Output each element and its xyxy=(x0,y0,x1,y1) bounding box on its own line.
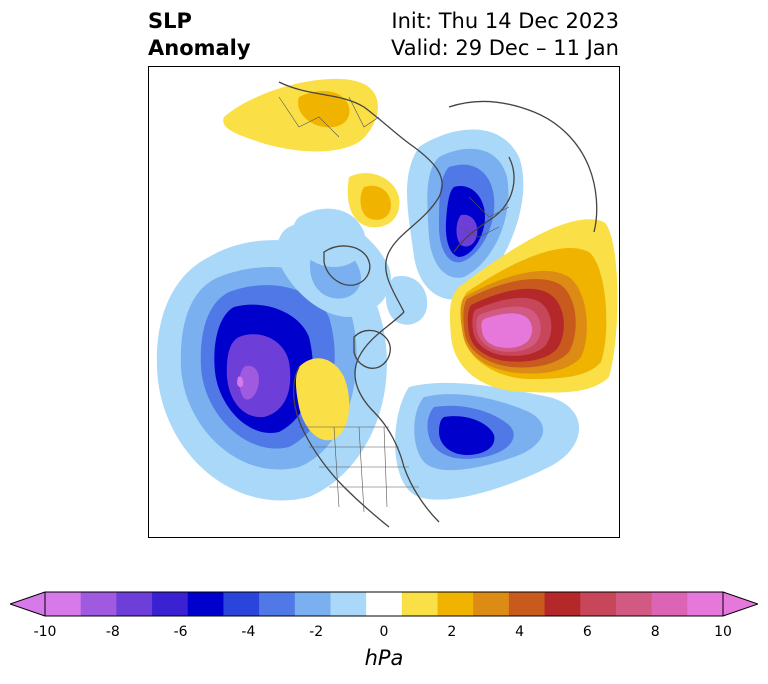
colorbar xyxy=(10,591,758,617)
low-barents-kara xyxy=(407,129,524,300)
high-western-canada xyxy=(295,358,350,441)
colorbar-cell xyxy=(330,592,367,616)
colorbar-cell xyxy=(651,592,688,616)
colorbar-tick-label: 4 xyxy=(515,624,525,640)
colorbar-tick-label: 6 xyxy=(582,624,592,640)
colorbar-cell xyxy=(544,592,581,616)
map-title: SLP Anomaly xyxy=(148,8,251,62)
colorbar-cell xyxy=(187,592,224,616)
colorbar-extend-max xyxy=(723,592,758,616)
colorbar-cell xyxy=(366,592,403,616)
colorbar-cell xyxy=(687,592,724,616)
colorbar-cell xyxy=(294,592,331,616)
coastlines xyxy=(278,81,598,528)
colorbar-cell xyxy=(80,592,117,616)
anomaly-map xyxy=(156,78,618,528)
title-line-2: Anomaly xyxy=(148,36,251,60)
colorbar-cell xyxy=(116,592,153,616)
colorbar-cell xyxy=(223,592,260,616)
colorbar-tick-label: 2 xyxy=(447,624,457,640)
colorbar-tick-label: -2 xyxy=(309,624,324,640)
valid-range: Valid: 29 Dec – 11 Jan xyxy=(390,36,619,60)
low-northwest-atlantic xyxy=(395,382,579,500)
colorbar-tick-label: -4 xyxy=(241,624,256,640)
map-dates: Init: Thu 14 Dec 2023 Valid: 29 Dec – 11… xyxy=(391,8,619,62)
colorbar-cell xyxy=(437,592,474,616)
colorbar-cell xyxy=(45,592,82,616)
colorbar-units: hPa xyxy=(364,646,404,670)
colorbar-tick-label: -10 xyxy=(33,624,57,640)
map-panel xyxy=(148,66,620,538)
init-date: Init: Thu 14 Dec 2023 xyxy=(391,9,619,33)
colorbar-cell xyxy=(401,592,439,616)
colorbar-cell xyxy=(615,592,653,616)
colorbar-cell xyxy=(259,592,296,616)
colorbar-cell xyxy=(473,592,510,616)
colorbar-extend-min xyxy=(10,592,45,616)
colorbar-tick-label: -6 xyxy=(173,624,188,640)
colorbar-cell xyxy=(508,592,546,616)
low-greenland xyxy=(293,208,428,325)
colorbar-tick-label: 0 xyxy=(379,624,389,640)
colorbar-tick-label: 8 xyxy=(650,624,660,640)
title-line-1: SLP xyxy=(148,9,192,33)
colorbar-cell xyxy=(152,592,189,616)
political-borders xyxy=(278,96,510,513)
high-northeast-siberia xyxy=(449,219,618,393)
colorbar-tick-label: 10 xyxy=(714,624,732,640)
colorbar-tick-label: -8 xyxy=(105,624,120,640)
colorbar-cell xyxy=(580,592,617,616)
high-europe xyxy=(223,78,400,228)
